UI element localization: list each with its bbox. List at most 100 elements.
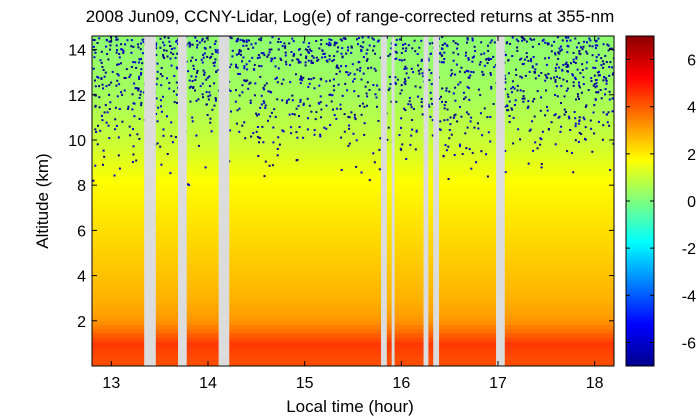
noise-dot	[456, 47, 459, 50]
noise-dot	[584, 105, 587, 108]
noise-dot	[173, 47, 176, 50]
noise-dot	[312, 61, 315, 64]
noise-dot	[309, 48, 311, 51]
noise-dot	[465, 147, 468, 150]
altitude-band	[92, 324, 614, 330]
noise-dot	[243, 65, 246, 68]
noise-dot	[601, 60, 604, 63]
noise-dot	[242, 56, 245, 59]
noise-dot	[346, 89, 349, 92]
altitude-band	[92, 44, 614, 49]
noise-dot	[547, 43, 549, 46]
noise-dot	[509, 42, 512, 45]
noise-dot	[97, 124, 99, 127]
noise-dot	[299, 53, 302, 56]
noise-dot	[162, 128, 165, 131]
noise-dot	[235, 89, 237, 92]
noise-dot	[537, 74, 540, 77]
noise-dot	[452, 92, 455, 95]
noise-dot	[429, 115, 432, 118]
noise-dot	[242, 44, 245, 47]
noise-dot	[448, 129, 451, 131]
noise-dot	[330, 39, 333, 41]
altitude-band	[92, 246, 614, 252]
noise-dot	[307, 117, 309, 120]
noise-dot	[449, 116, 452, 119]
noise-dot	[467, 113, 470, 116]
noise-dot	[166, 77, 168, 80]
noise-dot	[350, 51, 353, 54]
noise-dot	[161, 75, 164, 78]
noise-dot	[162, 41, 165, 44]
noise-dot	[295, 131, 298, 134]
noise-dot	[284, 46, 287, 49]
noise-dot	[443, 119, 446, 122]
noise-dot	[123, 89, 126, 92]
noise-dot	[189, 100, 192, 103]
noise-dot	[241, 39, 244, 42]
noise-dot	[245, 44, 248, 47]
noise-dot	[596, 44, 599, 47]
noise-dot	[246, 68, 249, 71]
noise-dot	[284, 54, 287, 57]
noise-dot	[533, 38, 536, 41]
altitude-band	[92, 77, 614, 82]
noise-dot	[335, 66, 338, 69]
noise-dot	[341, 55, 344, 58]
y-tick-label: 10	[68, 133, 86, 150]
noise-dot	[506, 93, 509, 96]
noise-dot	[139, 73, 142, 76]
noise-dot	[571, 151, 573, 154]
noise-dot	[546, 76, 549, 79]
noise-dot	[102, 163, 104, 166]
noise-dot	[352, 132, 355, 135]
noise-dot	[536, 90, 539, 93]
noise-dot	[443, 58, 446, 60]
noise-dot	[282, 130, 285, 133]
noise-dot	[98, 37, 101, 40]
noise-dot	[109, 101, 112, 104]
noise-dot	[209, 94, 212, 97]
altitude-band	[92, 234, 614, 239]
noise-dot	[102, 149, 105, 152]
noise-dot	[517, 128, 520, 131]
noise-dot	[130, 39, 133, 42]
noise-dot	[555, 63, 558, 66]
noise-dot	[201, 61, 204, 64]
noise-dot	[575, 98, 578, 101]
noise-dot	[488, 59, 491, 61]
noise-dot	[253, 94, 256, 97]
noise-dot	[471, 56, 474, 59]
noise-dot	[582, 83, 585, 86]
noise-dot	[304, 61, 307, 64]
noise-dot	[248, 60, 251, 63]
noise-dot	[299, 61, 302, 64]
noise-dot	[356, 68, 359, 71]
noise-dot	[136, 133, 139, 136]
noise-dot	[319, 77, 322, 80]
noise-dot	[281, 99, 284, 102]
noise-dot	[567, 65, 570, 68]
noise-dot	[291, 94, 294, 97]
noise-dot	[572, 51, 575, 54]
noise-dot	[243, 121, 246, 124]
noise-dot	[521, 39, 524, 42]
noise-dot	[556, 75, 558, 78]
noise-dot	[273, 57, 276, 60]
data-gap	[423, 36, 429, 366]
noise-dot	[231, 55, 234, 58]
noise-dot	[574, 37, 577, 40]
noise-dot	[598, 70, 601, 73]
noise-dot	[602, 124, 605, 127]
noise-dot	[257, 155, 260, 157]
noise-dot	[130, 51, 133, 54]
noise-dot	[264, 104, 267, 107]
noise-dot	[277, 67, 280, 70]
noise-dot	[208, 75, 211, 78]
altitude-band	[92, 176, 614, 181]
noise-dot	[328, 38, 331, 41]
noise-dot	[99, 129, 102, 132]
noise-dot	[280, 82, 283, 85]
noise-dot	[541, 39, 544, 42]
noise-dot	[405, 158, 408, 160]
